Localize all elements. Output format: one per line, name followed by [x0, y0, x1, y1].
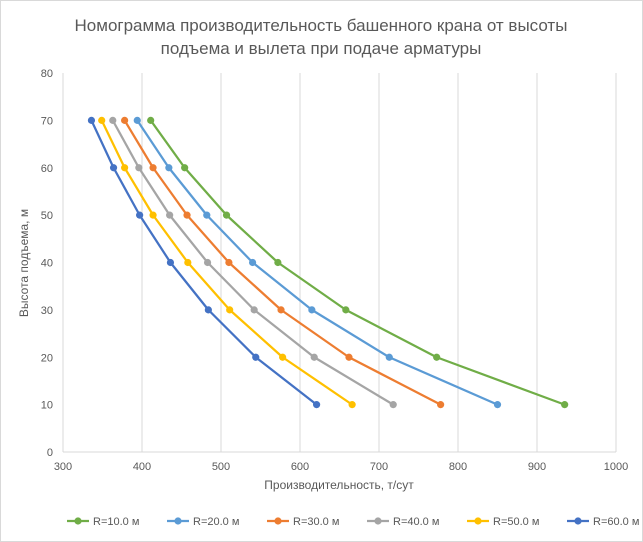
data-point: [165, 164, 173, 172]
data-point: [166, 211, 174, 219]
series-1: [147, 116, 569, 409]
legend-marker: [474, 517, 482, 525]
legend-item: R=40.0 м: [367, 516, 439, 528]
data-point: [225, 258, 233, 267]
legend-marker: [174, 517, 182, 525]
data-point: [204, 306, 212, 314]
y-tick-label: 30: [41, 305, 53, 317]
y-tick-label: 20: [41, 352, 53, 364]
data-point: [252, 353, 260, 361]
x-tick-label: 400: [133, 461, 151, 473]
x-tick-label: 600: [291, 461, 309, 473]
x-axis-label: Производительность, т/сут: [264, 478, 414, 492]
ticks-layer: 300 400 500 600 700 800 900 1000 0 10 20 30 40 50 60 70…: [41, 68, 628, 473]
data-point: [147, 116, 155, 124]
data-point: [310, 353, 318, 361]
data-point: [136, 211, 144, 219]
data-point: [433, 353, 441, 361]
grid-layer: [62, 73, 617, 453]
legend-item: R=30.0 м: [267, 516, 339, 528]
x-tick-label: 700: [370, 461, 388, 473]
x-tick-label: 1000: [604, 461, 628, 473]
data-point: [222, 211, 231, 219]
data-point: [121, 164, 129, 172]
data-point: [437, 401, 445, 409]
data-point: [348, 401, 356, 409]
series-layer: [87, 116, 569, 409]
data-point: [183, 211, 191, 219]
y-tick-label: 10: [41, 400, 53, 412]
data-point: [87, 116, 96, 124]
series-4: [109, 116, 397, 409]
legend-item: R=10.0 м: [67, 516, 139, 528]
legend-item: R=20.0 м: [167, 516, 239, 528]
legend-marker: [374, 517, 382, 525]
data-point: [203, 211, 211, 219]
data-point: [249, 258, 257, 267]
data-point: [308, 306, 316, 314]
x-tick-label: 500: [212, 461, 230, 473]
chart-title-line-1: Номограмма производительность башенного …: [75, 16, 568, 35]
y-tick-label: 60: [41, 163, 53, 175]
data-point: [109, 164, 118, 172]
x-tick-label: 900: [528, 461, 546, 473]
data-point: [98, 116, 106, 124]
data-point: [389, 401, 397, 409]
data-point: [385, 353, 393, 361]
y-tick-label: 0: [47, 447, 53, 459]
data-point: [493, 401, 502, 409]
legend-item: R=60.0 м: [567, 516, 639, 528]
chart-title-line-2: подъема и вылета при подаче арматуры: [161, 39, 482, 58]
data-point: [181, 164, 189, 172]
data-point: [312, 401, 321, 409]
y-tick-label: 40: [41, 258, 53, 270]
series-5: [98, 116, 356, 409]
data-point: [561, 401, 569, 409]
data-point: [203, 258, 212, 267]
x-tick-label: 300: [54, 461, 72, 473]
data-point: [226, 306, 234, 314]
legend-label: R=60.0 м: [593, 516, 639, 528]
legend-item: R=50.0 м: [467, 516, 539, 528]
legend-marker: [274, 517, 282, 525]
data-point: [135, 164, 143, 172]
y-tick-label: 70: [41, 115, 53, 127]
data-point: [342, 306, 350, 314]
data-point: [345, 353, 353, 361]
data-point: [149, 164, 157, 172]
legend-label: R=50.0 м: [493, 516, 539, 528]
legend-marker: [574, 517, 582, 525]
legend-label: R=40.0 м: [393, 516, 439, 528]
data-point: [149, 211, 157, 219]
legend: R=10.0 м R=20.0 м R=30.0 м R=40.0 м R=50.0 м…: [67, 516, 639, 528]
data-point: [166, 258, 175, 267]
legend-label: R=30.0 м: [293, 516, 339, 528]
data-point: [109, 116, 117, 124]
legend-marker: [74, 517, 82, 525]
data-point: [274, 258, 282, 267]
legend-label: R=20.0 м: [193, 516, 239, 528]
y-axis-label: Высота подъема, м: [17, 209, 31, 317]
data-point: [184, 258, 192, 267]
series-2: [133, 116, 502, 409]
x-tick-label: 800: [449, 461, 467, 473]
y-tick-label: 50: [41, 210, 53, 222]
data-point: [121, 116, 129, 124]
series-6: [87, 116, 321, 409]
data-point: [277, 306, 285, 314]
legend-label: R=10.0 м: [93, 516, 139, 528]
data-point: [133, 116, 141, 124]
data-point: [279, 353, 287, 361]
data-point: [250, 306, 258, 314]
series-3: [121, 116, 445, 409]
y-tick-label: 80: [41, 68, 53, 80]
